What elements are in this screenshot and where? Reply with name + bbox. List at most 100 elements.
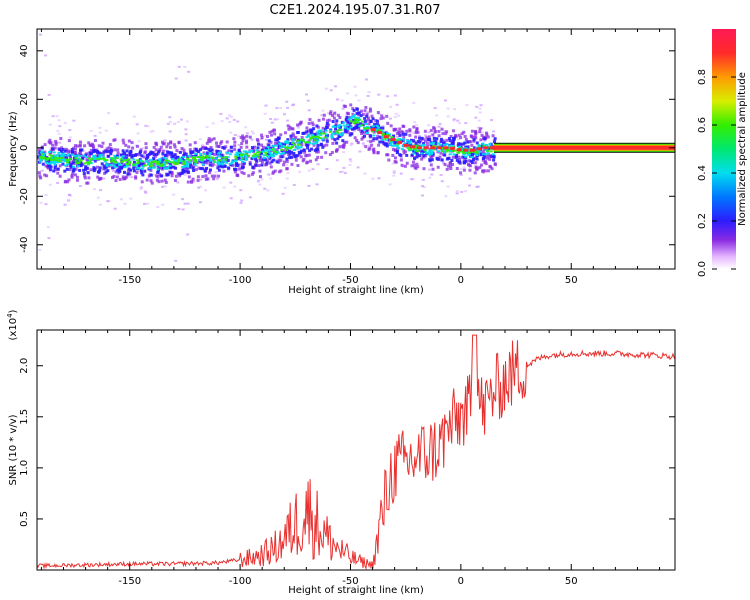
spectrogram-cell [285, 141, 289, 144]
spectrogram-cell [333, 111, 337, 115]
spectrogram-speckle [446, 185, 450, 188]
spectrogram-cell [68, 154, 72, 158]
spectrogram-cell [426, 151, 430, 154]
spectrogram-cell [328, 152, 332, 156]
spectrogram-cell [71, 161, 75, 165]
spectrogram-cell [486, 152, 490, 155]
spectrogram-cell [439, 137, 443, 141]
spectrogram-cell [54, 143, 58, 147]
spectrogram-cell [355, 112, 359, 116]
spectrogram-cell [82, 171, 86, 175]
spectrogram-cell [156, 168, 160, 171]
spectrogram-speckle [388, 117, 392, 120]
spectrogram-cell [93, 159, 97, 163]
spectrogram-cell [375, 137, 379, 141]
spectrogram-cell [63, 154, 67, 157]
spectrogram-cell [45, 158, 49, 161]
spectrogram-cell [260, 135, 264, 139]
spectrogram-cell [321, 126, 325, 130]
spectrogram-cell [387, 158, 391, 162]
spectrogram-cell [301, 139, 305, 142]
spectrogram-cell [92, 169, 96, 173]
spectrogram-cell [199, 158, 203, 161]
spectrogram-cell [261, 150, 265, 153]
spectrogram-cell [432, 140, 436, 144]
spectrogram-speckle [57, 132, 61, 135]
spectrogram-cell [151, 161, 155, 164]
spectrogram-cell [452, 129, 456, 133]
spectrogram-speckle [44, 203, 48, 206]
spectrogram-cell [58, 174, 62, 178]
spectrogram-speckle [270, 121, 274, 124]
spectrogram-speckle [176, 181, 180, 184]
spectrogram-cell [127, 167, 131, 171]
spectrogram-cell [53, 156, 57, 159]
spectrogram-cell [439, 151, 443, 155]
spectrogram-cell [266, 134, 270, 138]
spectrogram-cell [296, 139, 300, 142]
spectrogram-cell [448, 161, 452, 165]
spectrogram-cell [187, 170, 191, 174]
spectrogram-speckle [393, 115, 397, 118]
spectrogram-cell [459, 150, 463, 153]
spectrogram-cell [104, 149, 108, 153]
spectrogram-cell [378, 135, 382, 139]
spectrogram-cell [270, 160, 274, 164]
snr-plot [37, 334, 675, 570]
spectrogram-cell [114, 179, 118, 183]
spectrogram-speckle [391, 162, 395, 165]
spectrogram-cell [265, 163, 269, 167]
spectrogram-speckle [93, 188, 97, 191]
spectrogram-cell [336, 113, 340, 117]
spectrogram-cell [307, 153, 311, 157]
spectrogram-cell [262, 157, 266, 160]
spectrogram-cell [162, 161, 166, 164]
spectrogram-cell [478, 165, 482, 169]
spectrogram-cell [186, 165, 190, 168]
spectrogram-cell [434, 140, 438, 144]
spectrogram-cell [383, 132, 387, 136]
spectrogram-cell [490, 167, 494, 171]
spectrogram-speckle [366, 140, 370, 143]
spectrogram-speckle [72, 119, 76, 122]
spectrogram-cell [419, 139, 423, 143]
spectrogram-cell [287, 127, 291, 131]
spectrogram-cell [140, 167, 144, 170]
spectrogram-cell [189, 164, 193, 168]
spectrogram-cell [254, 157, 258, 161]
spectrogram-cell [65, 164, 69, 168]
spectrogram-cell [480, 133, 484, 137]
spectrogram-cell [381, 132, 385, 135]
spectrogram-cell [470, 135, 474, 139]
spectrogram-cell [162, 156, 166, 159]
spectrogram-cell [96, 170, 100, 174]
spectrogram-cell [135, 170, 139, 174]
spectrogram-cell [414, 151, 418, 155]
spectrogram-cell [140, 154, 144, 158]
spectrogram-cell [357, 113, 361, 117]
spectrogram-cell [349, 116, 353, 119]
spectrogram-speckle [47, 93, 51, 96]
spectrogram-cell [340, 120, 344, 124]
spectrogram-cell [434, 145, 438, 148]
spectrogram-cell [170, 155, 174, 159]
spectrogram-cell [205, 161, 209, 165]
spectrogram-cell [335, 149, 339, 153]
spectrogram-cell [255, 151, 259, 154]
spectrogram-cell [201, 156, 205, 159]
spectrogram-cell [184, 152, 188, 156]
spectrogram-cell [161, 164, 165, 167]
spectrogram-cell [198, 148, 202, 152]
spectrogram-cell [210, 138, 214, 142]
spectrogram-cell [251, 171, 255, 175]
spectrogram-cell [311, 123, 315, 127]
spectrogram-speckle [113, 207, 117, 210]
spectrogram-cell [227, 166, 231, 170]
spectrogram-cell [52, 151, 56, 154]
spectrogram-cell [53, 163, 57, 166]
spectrogram-speckle [334, 85, 338, 88]
spectrogram-speckle [323, 131, 327, 134]
spectrogram-speckle [377, 93, 381, 96]
spectrogram-cell [111, 176, 115, 180]
